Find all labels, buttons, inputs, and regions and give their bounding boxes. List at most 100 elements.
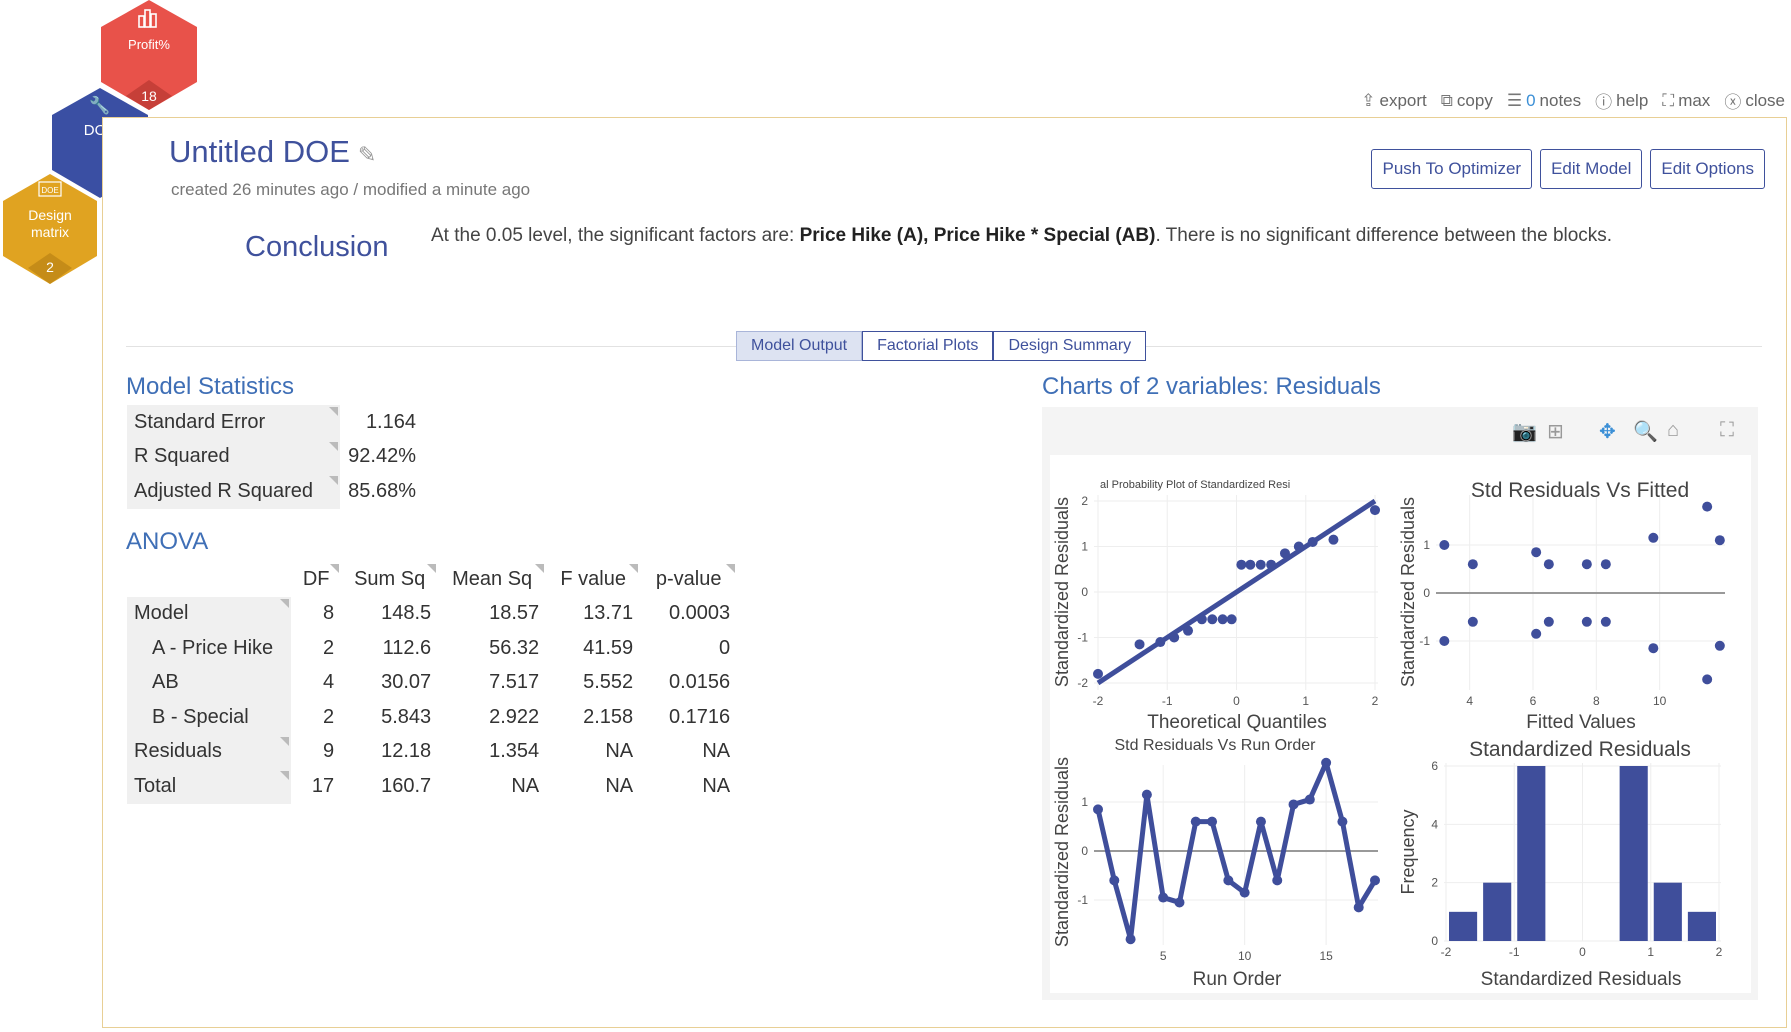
hex-design-matrix[interactable]: DOE Design matrix 2 — [3, 174, 97, 284]
anova-cell: NA — [702, 740, 731, 763]
close-icon: ⓧ — [1724, 93, 1742, 112]
maximize-icon: ⛶ — [1662, 90, 1675, 110]
stat-value: 92.42% — [348, 445, 416, 468]
edit-model-button[interactable]: Edit Model — [1540, 149, 1643, 189]
stat-row: R Squared 92.42% — [127, 439, 423, 474]
list-icon: ☰ — [1506, 90, 1523, 110]
fullscreen-icon[interactable]: ⛶ — [1720, 419, 1734, 441]
anova-cell: 41.59 — [583, 636, 634, 659]
anova-cell: 7.517 — [489, 671, 540, 694]
pan-icon[interactable]: ✥ — [1599, 421, 1616, 443]
row-label: B - Special — [127, 700, 292, 735]
row-label: Model — [127, 596, 292, 631]
anova-row: AB 4 30.07 7.517 5.552 0.0156 — [127, 665, 737, 700]
tab-factorial-plots[interactable]: Factorial Plots — [862, 331, 994, 361]
anova-cell: 8 — [323, 602, 335, 625]
anova-cell: 0.0003 — [668, 602, 731, 625]
anova-cell: 0 — [719, 636, 731, 659]
page-title: Untitled DOE — [169, 134, 350, 169]
push-to-optimizer-button[interactable]: Push To Optimizer — [1371, 149, 1533, 189]
anova-cell: 160.7 — [381, 774, 432, 797]
title-bar: Untitled DOE ✎ — [169, 134, 376, 170]
anova-cell: NA — [702, 774, 731, 797]
max-button[interactable]: ⛶ max — [1662, 90, 1711, 110]
notes-button[interactable]: ☰ 0 notes — [1506, 90, 1582, 110]
anova-cell: 5.552 — [583, 671, 634, 694]
zoom-icon[interactable]: 🔍 — [1633, 421, 1658, 443]
bar-chart-icon — [138, 9, 157, 28]
anova-cell: 148.5 — [381, 602, 432, 625]
anova-cell: 30.07 — [381, 671, 432, 694]
copy-icon: ⧉ — [1440, 90, 1453, 110]
chart-area — [1050, 455, 1751, 993]
window-toolbar: ⇪ export ⧉ copy ☰ 0 notes ⓘ help ⛶ max ⓧ close — [1361, 88, 1785, 113]
anova-cell: NA — [605, 774, 634, 797]
hex-profit-count: 18 — [141, 88, 157, 104]
hex-design-label: Design — [28, 207, 72, 223]
svg-text:DOE: DOE — [41, 186, 58, 195]
column-header[interactable]: Sum Sq — [341, 562, 438, 597]
help-button[interactable]: ⓘ help — [1595, 88, 1648, 113]
model-statistics-title: Model Statistics — [126, 373, 295, 400]
column-header[interactable]: p-value — [640, 562, 737, 597]
tab-model-output[interactable]: Model Output — [736, 331, 863, 361]
stat-row: Standard Error 1.164 — [127, 405, 423, 440]
anova-table: DF Sum Sq Mean Sq F value p-value Model 8 148.… — [127, 562, 737, 804]
hex-profit-label: Profit% — [128, 37, 170, 52]
header-buttons: Push To Optimizer Edit Model Edit Option… — [1371, 149, 1765, 189]
stat-row: Adjusted R Squared 85.68% — [127, 474, 423, 509]
stat-label: R Squared — [127, 439, 340, 474]
anova-cell: 5.843 — [381, 705, 432, 728]
edit-title-pencil-icon[interactable]: ✎ — [357, 142, 377, 167]
column-header[interactable]: Mean Sq — [438, 562, 546, 597]
charts-title: Charts of 2 variables: Residuals — [1042, 373, 1381, 400]
close-button[interactable]: ⓧ close — [1724, 88, 1785, 113]
stat-label: Standard Error — [127, 405, 340, 440]
anova-cell: 17 — [311, 774, 335, 797]
anova-cell: 2.922 — [489, 705, 540, 728]
stat-label: Adjusted R Squared — [127, 474, 340, 509]
hex-profit[interactable]: Profit% 18 — [101, 0, 197, 110]
output-tabs: Model Output Factorial Plots Design Summ… — [736, 331, 1147, 361]
anova-cell: 2.158 — [583, 705, 634, 728]
anova-cell: 4 — [323, 671, 335, 694]
copy-button[interactable]: ⧉ copy — [1440, 90, 1493, 110]
anova-cell: 18.57 — [489, 602, 540, 625]
model-statistics-table: Standard Error 1.164 R Squared 92.42% Adjust… — [127, 405, 423, 509]
column-header[interactable]: DF — [291, 562, 341, 597]
home-icon[interactable]: ⌂ — [1667, 419, 1680, 441]
anova-row: Model 8 148.5 18.57 13.71 0.0003 — [127, 596, 737, 631]
anova-cell: 13.71 — [583, 602, 634, 625]
anova-row: A - Price Hike 2 112.6 56.32 41.59 0 — [127, 631, 737, 666]
anova-row: Total 17 160.7 NA NA NA — [127, 769, 737, 804]
anova-cell: 1.354 — [489, 740, 540, 763]
anova-cell: 2 — [323, 705, 335, 728]
export-icon: ⇪ — [1361, 90, 1376, 110]
row-label: AB — [127, 665, 292, 700]
anova-cell: NA — [605, 740, 634, 763]
column-header[interactable]: F value — [546, 562, 640, 597]
anova-cell: 12.18 — [381, 740, 432, 763]
anova-cell: 0.1716 — [668, 705, 731, 728]
camera-icon[interactable]: 📷 — [1512, 421, 1537, 443]
anova-cell: 0.0156 — [668, 671, 731, 694]
add-box-icon[interactable]: ⊞ — [1547, 421, 1564, 443]
row-label: Total — [127, 769, 292, 804]
anova-row: Residuals 9 12.18 1.354 NA NA — [127, 734, 737, 769]
stat-value: 1.164 — [365, 410, 416, 433]
tab-design-summary[interactable]: Design Summary — [993, 331, 1147, 361]
anova-row: B - Special 2 5.843 2.922 2.158 0.1716 — [127, 700, 737, 735]
doe-badge-icon — [38, 181, 62, 197]
conclusion-heading: Conclusion — [245, 231, 389, 263]
workflow-nav: Profit% 18 🔧 DOE DOE Design matrix 2 — [3, 0, 197, 284]
edit-options-button[interactable]: Edit Options — [1650, 149, 1765, 189]
export-button[interactable]: ⇪ export — [1361, 90, 1427, 110]
anova-cell: 2 — [323, 636, 335, 659]
anova-cell: 112.6 — [382, 636, 432, 659]
anova-cell: 56.32 — [489, 636, 540, 659]
row-label: A - Price Hike — [127, 631, 292, 666]
anova-title: ANOVA — [126, 528, 209, 555]
svg-text:matrix: matrix — [31, 224, 69, 240]
anova-cell: 9 — [323, 740, 335, 763]
row-label: Residuals — [127, 734, 292, 769]
